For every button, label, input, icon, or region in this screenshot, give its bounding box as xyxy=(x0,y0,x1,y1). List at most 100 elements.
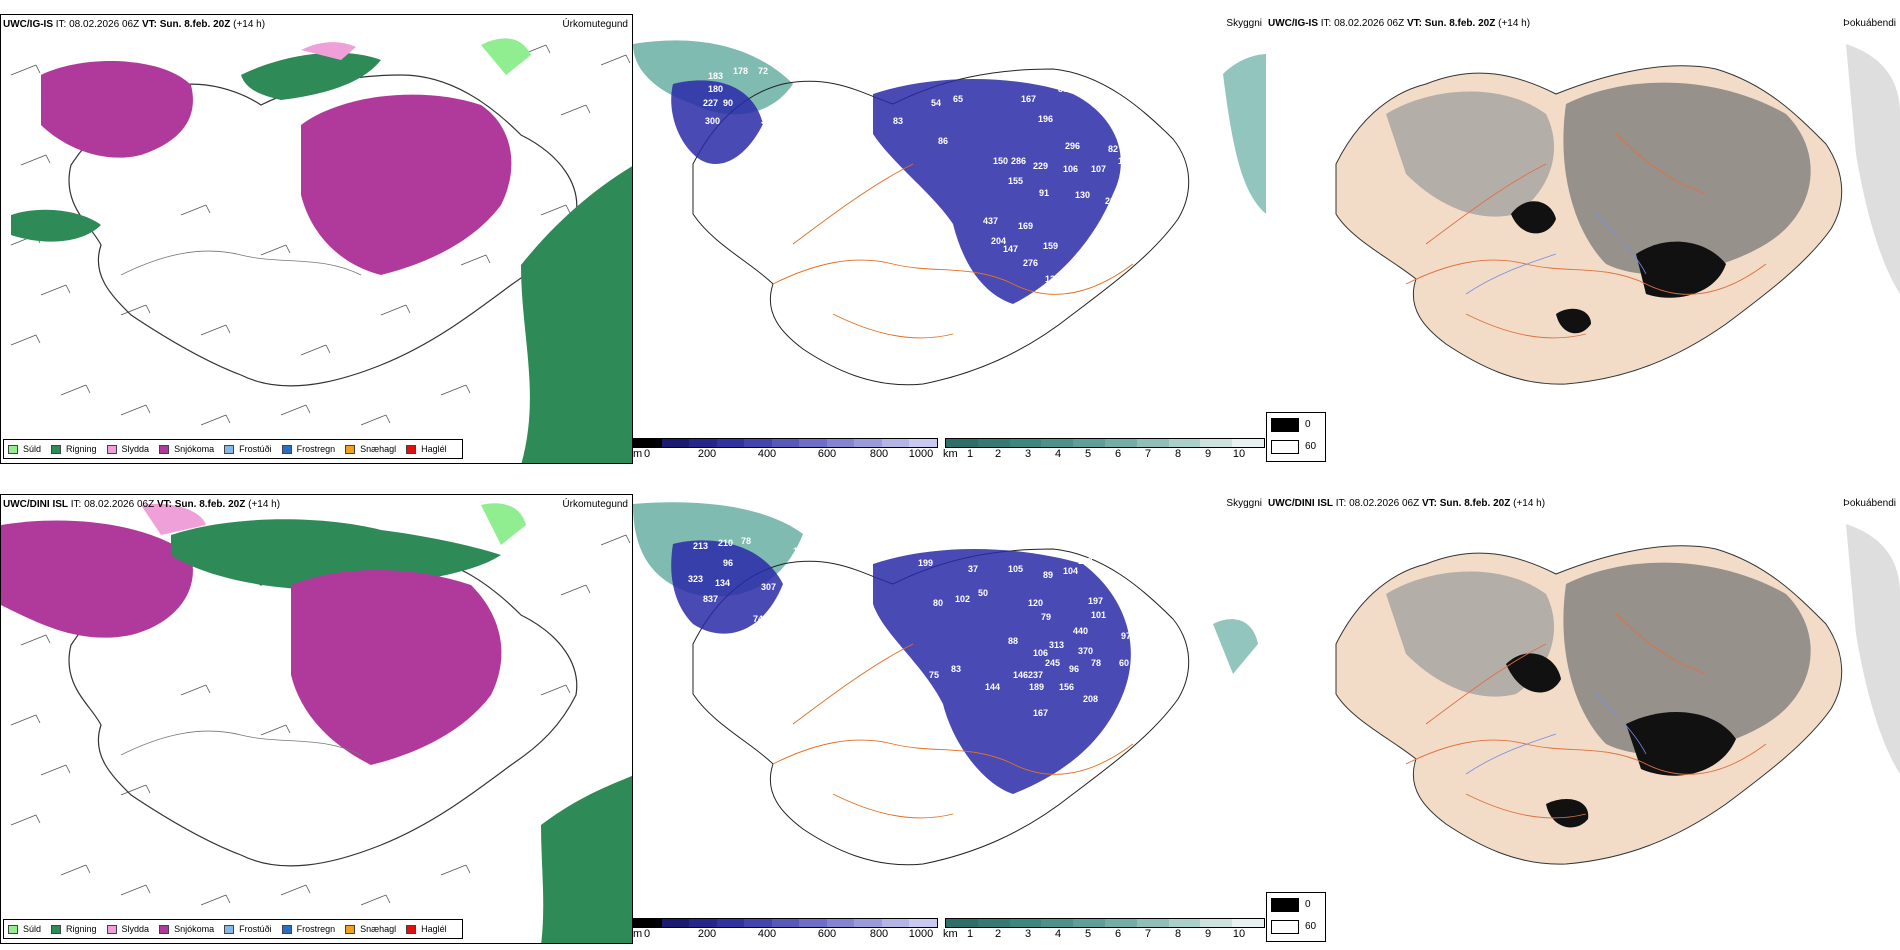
svg-text:167: 167 xyxy=(1021,94,1036,104)
rivers xyxy=(1465,693,1647,775)
svg-text:169: 169 xyxy=(1018,221,1033,231)
svg-text:96: 96 xyxy=(1069,664,1079,674)
svg-text:440: 440 xyxy=(1073,626,1088,636)
svg-text:82: 82 xyxy=(1108,144,1118,154)
svg-text:80: 80 xyxy=(933,216,943,226)
roads-orange xyxy=(772,643,1134,819)
panel-title-precip: Úrkomutegund xyxy=(562,19,628,30)
svg-text:213: 213 xyxy=(693,541,708,551)
svg-text:178: 178 xyxy=(733,66,748,76)
legend-item-frostudi: Frostúði xyxy=(224,444,272,454)
svg-text:120: 120 xyxy=(1028,598,1043,608)
cloudbase-labels-dini: 213 210 78 96 323 134 307 837 78 55 74 156 83 69 7… xyxy=(688,536,1208,718)
vt-label: VT: xyxy=(156,499,172,510)
fog-area-north xyxy=(1563,562,1811,755)
fog-legend-dark-swatch xyxy=(1271,418,1299,432)
legend-item-hagl: Haglél xyxy=(406,444,447,454)
panel-header: UWC/IG-IS IT: 08.02.2026 06Z VT: Sun. 8.… xyxy=(3,19,265,30)
panel-header: UWC/DINI ISL IT: 08.02.2026 06Z VT: Sun.… xyxy=(1268,498,1545,509)
cloudbase-map-dini: 213 210 78 96 323 134 307 837 78 55 74 156 83 69 7… xyxy=(633,502,1258,866)
panel-title-fog: Þokuábendi xyxy=(1843,18,1896,29)
legend-item-snjokoma: Snjókoma xyxy=(159,924,214,934)
svg-text:105: 105 xyxy=(1008,564,1023,574)
rain-area-southeast xyxy=(541,775,632,943)
legend-item-sudl: Súld xyxy=(8,924,41,934)
svg-text:75: 75 xyxy=(929,670,939,680)
svg-text:137: 137 xyxy=(1045,274,1060,284)
vt-label: VT: xyxy=(141,19,157,30)
low-cloud-north xyxy=(873,79,1121,304)
fog-offshore xyxy=(1846,44,1900,294)
legend-item-slydda: Slydda xyxy=(106,444,149,454)
svg-text:89: 89 xyxy=(1043,570,1053,580)
rain-area-west xyxy=(11,209,101,242)
svg-text:199: 199 xyxy=(918,558,933,568)
svg-text:99: 99 xyxy=(1128,199,1138,209)
cloudbase-colorbar xyxy=(633,438,938,448)
svg-text:147: 147 xyxy=(1003,244,1018,254)
svg-text:167: 167 xyxy=(1033,708,1048,718)
fog-map-ig xyxy=(1335,44,1900,385)
lead-time: (+14 h) xyxy=(233,19,266,30)
svg-text:96: 96 xyxy=(895,226,905,236)
roads-orange xyxy=(1405,133,1767,339)
dense-fog-area-2 xyxy=(1511,201,1556,234)
svg-text:286: 286 xyxy=(1011,156,1026,166)
svg-text:323: 323 xyxy=(688,574,703,584)
it-label: IT: xyxy=(70,499,82,510)
snow-area-west xyxy=(1,520,193,638)
svg-text:106: 106 xyxy=(1033,648,1048,658)
model-name: UWC/IG-IS xyxy=(3,19,53,30)
rain-area-north xyxy=(241,52,381,100)
fog-legend-low: 60 xyxy=(1305,441,1317,452)
svg-text:189: 189 xyxy=(1029,682,1044,692)
svg-text:229: 229 xyxy=(1033,161,1048,171)
fog-panel-dini: UWC/DINI ISL IT: 08.02.2026 06Z VT: Sun.… xyxy=(1266,494,1900,944)
svg-text:50: 50 xyxy=(978,588,988,598)
panel-title-fog: Þokuábendi xyxy=(1843,498,1896,509)
legend-item-snaehagl: Snæhagl xyxy=(345,444,396,454)
svg-text:313: 313 xyxy=(1049,640,1064,650)
svg-text:83: 83 xyxy=(951,664,961,674)
svg-text:59: 59 xyxy=(768,158,778,168)
it-value: 08.02.2026 06Z xyxy=(1349,498,1420,509)
low-visibility-area-ne xyxy=(1223,54,1266,214)
svg-text:335: 335 xyxy=(761,116,776,126)
svg-text:837: 837 xyxy=(703,594,718,604)
sleet-area xyxy=(141,503,206,535)
roads-orange xyxy=(772,163,1134,339)
fog-panel-ig: UWC/IG-IS IT: 08.02.2026 06Z VT: Sun. 8.… xyxy=(1266,14,1900,464)
panel-header: UWC/IG-IS IT: 08.02.2026 06Z VT: Sun. 8.… xyxy=(1268,18,1530,29)
it-label: IT: xyxy=(55,19,67,30)
svg-text:88: 88 xyxy=(751,171,761,181)
svg-text:103: 103 xyxy=(1088,241,1103,251)
it-value: 08.02.2026 06Z xyxy=(69,19,140,30)
svg-text:60: 60 xyxy=(1119,658,1129,668)
svg-text:312: 312 xyxy=(1181,598,1196,608)
svg-text:296: 296 xyxy=(1065,141,1080,151)
dense-fog-area-2 xyxy=(1506,653,1561,693)
rain-area-southeast xyxy=(521,166,632,463)
drizzle-area xyxy=(481,503,526,545)
fog-area-west xyxy=(1386,91,1555,217)
cloudbase-visibility-panel-dini: 213 210 78 96 323 134 307 837 78 55 74 156 83 69 7… xyxy=(633,494,1266,944)
precip-legend: Súld Rigning Slydda Snjókoma Frostúði Fr… xyxy=(3,919,463,939)
svg-text:88: 88 xyxy=(1058,84,1068,94)
rivers xyxy=(1465,213,1647,295)
svg-text:74: 74 xyxy=(753,614,763,624)
cloudbase-colorbar xyxy=(633,918,938,928)
svg-text:197: 197 xyxy=(1088,596,1103,606)
svg-text:59: 59 xyxy=(1138,670,1148,680)
vt-value: Sun. 8.feb. 20Z xyxy=(159,19,231,30)
low-cloud-north xyxy=(873,549,1131,794)
vt-value: Sun. 8.feb. 20Z xyxy=(1424,18,1496,29)
fog-legend-high: 0 xyxy=(1305,419,1311,430)
legend-item-snjokoma: Snjókoma xyxy=(159,444,214,454)
cloudbase-map-ig: 183 178 72 180 227 90 300 105 335 59 88 159 127 7… xyxy=(633,40,1266,386)
sleet-area xyxy=(301,42,356,60)
svg-text:210: 210 xyxy=(718,538,733,548)
fog-offshore xyxy=(1846,524,1900,774)
fog-legend: 0 60 xyxy=(1266,412,1326,462)
svg-text:183: 183 xyxy=(708,71,723,81)
svg-text:130: 130 xyxy=(1075,190,1090,200)
